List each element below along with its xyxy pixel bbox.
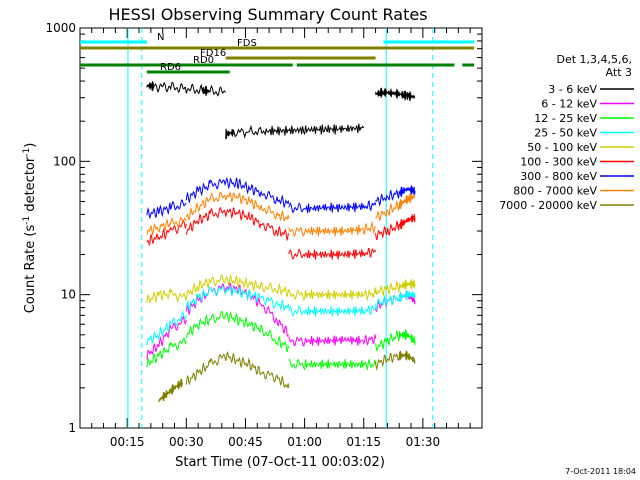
series-line — [146, 315, 187, 360]
series-line — [288, 220, 376, 238]
flag-bar-label: N — [157, 32, 164, 43]
y-axis-label-end: ) — [23, 143, 38, 148]
x-ticks: 00:15 00:30 00:45 01:00 01:15 01:30 — [91, 28, 471, 449]
legend-label: 25 - 50 keV — [534, 127, 597, 140]
series-line — [288, 334, 377, 347]
y-axis-label-sup2: -1 — [22, 148, 32, 157]
series-line — [185, 350, 290, 389]
series-line — [185, 191, 290, 222]
series-line — [146, 311, 187, 346]
legend-label: 12 - 25 keV — [534, 112, 597, 125]
flag-bar-label: RD0 — [193, 55, 214, 66]
y-axis-label-sup1: -1 — [22, 216, 32, 225]
series-line — [288, 288, 377, 302]
x-tick-label: 00:45 — [228, 435, 263, 449]
series-line — [146, 287, 187, 304]
series-line — [146, 216, 187, 237]
series-lines — [146, 81, 416, 403]
series-line — [185, 206, 290, 242]
y-tick-label: 1 — [68, 421, 76, 435]
x-tick-label: 01:30 — [406, 435, 441, 449]
x-axis-label: Start Time (07-Oct-11 00:03:02) — [175, 455, 385, 470]
legend: Det 1,3,4,5,6, Att 3 3 - 6 keV 6 - 12 keV… — [499, 53, 634, 212]
series-line — [146, 81, 226, 97]
series-line — [185, 273, 290, 300]
legend-label: 100 - 300 keV — [520, 156, 597, 169]
flag-bar-label: FDS — [237, 38, 257, 49]
y-tick-label: 1000 — [45, 21, 76, 35]
series-line — [375, 279, 416, 297]
series-line — [288, 247, 377, 260]
series-line — [288, 200, 377, 214]
y-tick-label: 10 — [61, 288, 76, 302]
flag-bar-label: FD16 — [200, 48, 226, 59]
legend-label: 3 - 6 keV — [548, 83, 597, 96]
y-axis-label: Count Rate (s-1 detector-1) — [22, 143, 38, 314]
x-tick-label: 01:15 — [346, 435, 381, 449]
series-line — [375, 290, 416, 311]
series-line — [185, 285, 290, 312]
y-ticks: 1 10 100 1000 — [45, 21, 482, 435]
legend-label: 300 - 800 keV — [520, 170, 597, 183]
series-line — [375, 350, 416, 371]
y-axis-label-mid: detector — [23, 156, 38, 216]
legend-label: 800 - 7000 keV — [513, 185, 597, 198]
legend-label: 6 - 12 keV — [541, 98, 597, 111]
series-line — [146, 336, 187, 368]
series-line — [288, 304, 376, 317]
y-axis-label-main: Count Rate (s — [23, 225, 38, 314]
x-tick-label: 00:15 — [110, 435, 145, 449]
series-line — [146, 199, 187, 220]
legend-header-1: Det 1,3,4,5,6, — [556, 53, 632, 66]
series-line — [375, 185, 416, 207]
series-line — [288, 358, 377, 371]
series-line — [375, 193, 416, 222]
flag-bar-label: RD6 — [160, 62, 181, 73]
plot-frame — [79, 27, 483, 429]
series-line — [158, 378, 183, 403]
series-line — [225, 123, 365, 139]
series-line — [185, 310, 290, 353]
series-line — [146, 219, 187, 247]
series-line — [375, 87, 416, 101]
x-tick-label: 01:00 — [287, 435, 322, 449]
footer-date: 7-Oct-2011 18:04 — [565, 467, 636, 476]
legend-header-2: Att 3 — [606, 66, 632, 79]
series-line — [375, 213, 416, 241]
legend-label: 50 - 100 keV — [527, 141, 597, 154]
legend-label: 7000 - 20000 keV — [499, 199, 597, 212]
series-line — [185, 176, 290, 209]
x-tick-label: 00:30 — [169, 435, 204, 449]
y-tick-label: 100 — [53, 154, 76, 168]
series-line — [375, 329, 416, 352]
chart-title: HESSI Observing Summary Count Rates — [108, 5, 427, 24]
